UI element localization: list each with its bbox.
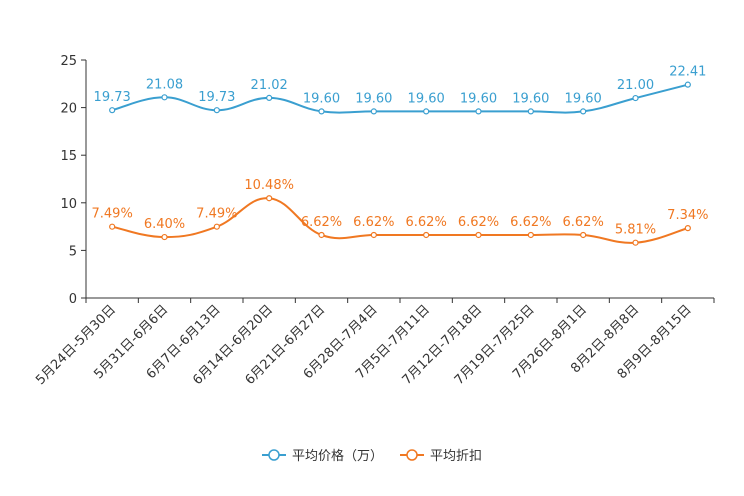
data-point xyxy=(266,94,273,101)
legend-marker-icon xyxy=(406,449,418,461)
data-point xyxy=(580,108,587,115)
y-tick-label: 20 xyxy=(60,102,77,117)
data-point xyxy=(423,108,430,115)
legend-item-0[interactable]: 平均价格（万） xyxy=(262,448,383,464)
y-tick-label: 25 xyxy=(60,54,77,69)
data-label: 21.02 xyxy=(251,78,288,93)
series-layer: 19.73 21.08 19.73 21.02 19.60 19.60 19.60 19.60… xyxy=(92,65,708,246)
data-point xyxy=(527,231,534,239)
x-axis-ticks: 5月24日-5月30日5月31日-6月6日6月7日-6月13日6月14日-6月2… xyxy=(33,298,715,388)
series-1: 7.49% 6.40% 7.49% 10.48% 6.62% 6.62% 6.62% 6.62… xyxy=(92,178,708,246)
y-axis-ticks: 0 5 10 15 20 25 xyxy=(60,54,86,307)
data-point xyxy=(423,231,430,239)
legend-label: 平均折扣 xyxy=(430,449,482,464)
data-point xyxy=(684,225,691,232)
data-label: 19.60 xyxy=(355,91,392,106)
data-point xyxy=(161,94,168,101)
legend-item-1[interactable]: 平均折扣 xyxy=(400,449,482,464)
data-point xyxy=(161,233,168,241)
data-label: 6.62% xyxy=(353,215,394,230)
data-label: 19.60 xyxy=(303,91,340,106)
data-label: 5.81% xyxy=(615,223,656,238)
legend[interactable]: 平均价格（万） 平均折扣 xyxy=(262,448,482,464)
data-point xyxy=(370,108,377,115)
data-point xyxy=(684,81,691,88)
data-point xyxy=(109,107,116,114)
data-point xyxy=(213,107,220,114)
data-label: 19.60 xyxy=(512,91,549,106)
data-label: 19.60 xyxy=(408,91,445,106)
y-tick-label: 5 xyxy=(69,244,77,259)
y-tick-label: 15 xyxy=(60,149,77,164)
data-point xyxy=(580,231,587,239)
data-label: 6.40% xyxy=(144,217,185,232)
data-label: 6.62% xyxy=(458,215,499,230)
data-label: 6.62% xyxy=(301,215,342,230)
data-label: 7.34% xyxy=(667,208,708,223)
series-line xyxy=(111,83,689,114)
data-label: 21.08 xyxy=(146,77,183,92)
data-label: 6.62% xyxy=(406,215,447,230)
data-label: 22.41 xyxy=(669,65,706,80)
axes xyxy=(85,60,714,299)
data-label: 21.00 xyxy=(617,78,654,93)
data-point xyxy=(475,231,482,239)
data-point xyxy=(266,195,273,202)
data-label: 6.62% xyxy=(510,215,551,230)
y-tick-label: 10 xyxy=(60,197,77,212)
data-label: 19.73 xyxy=(198,90,235,105)
data-label: 7.49% xyxy=(196,207,237,222)
data-point xyxy=(475,108,482,115)
data-label: 6.62% xyxy=(563,215,604,230)
data-point xyxy=(632,94,639,102)
data-label: 19.60 xyxy=(460,91,497,106)
data-point xyxy=(632,239,639,246)
data-label: 19.73 xyxy=(94,90,131,105)
legend-label: 平均价格（万） xyxy=(292,448,383,464)
data-point xyxy=(318,108,325,115)
data-point xyxy=(109,223,116,230)
data-point xyxy=(370,231,377,239)
series-0: 19.73 21.08 19.73 21.02 19.60 19.60 19.60 19.60… xyxy=(94,65,706,115)
data-point xyxy=(527,108,534,115)
y-tick-label: 0 xyxy=(69,292,77,307)
data-label: 7.49% xyxy=(92,207,133,222)
legend-marker-icon xyxy=(268,449,280,461)
data-label: 19.60 xyxy=(565,91,602,106)
data-point xyxy=(213,223,220,230)
data-point xyxy=(318,231,325,239)
data-label: 10.48% xyxy=(244,178,294,193)
